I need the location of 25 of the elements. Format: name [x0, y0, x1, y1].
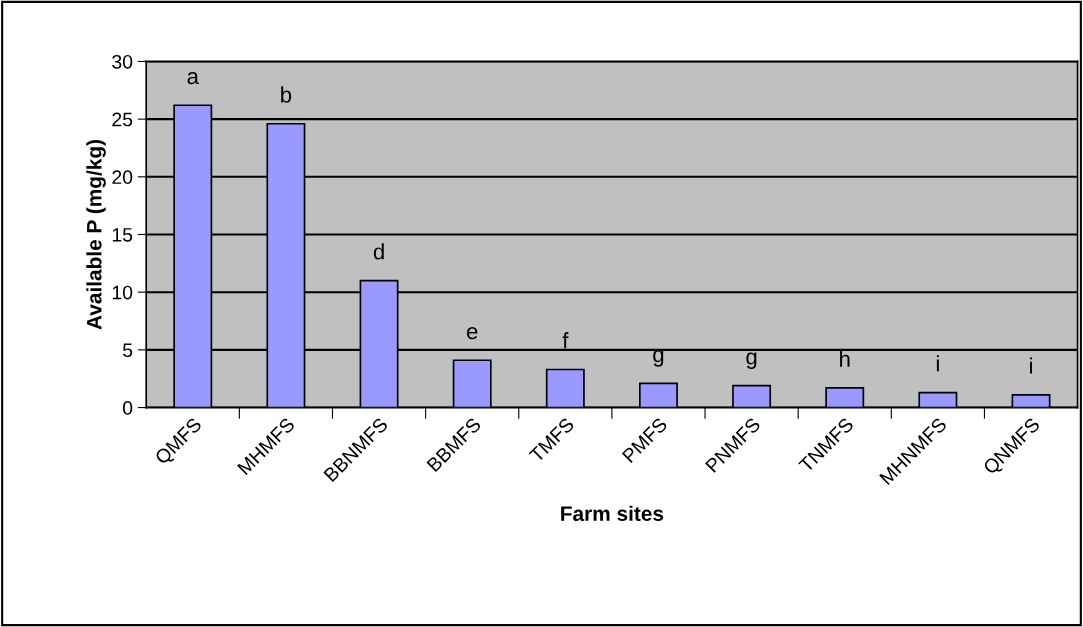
- annotation: i: [1030, 357, 1032, 374]
- annotation: g: [746, 352, 757, 369]
- annotation: d: [373, 243, 384, 260]
- bar: [918, 391, 958, 408]
- y-tick-label: 20: [112, 170, 133, 185]
- y-tick-label: 0: [122, 401, 133, 415]
- y-tick-label: 10: [112, 285, 133, 300]
- annotation: e: [466, 327, 478, 340]
- annotation: a: [187, 72, 199, 85]
- bar: [825, 387, 865, 408]
- bar: [452, 359, 492, 408]
- x-axis-title: Farm sites: [561, 505, 664, 521]
- bar: [1011, 394, 1051, 408]
- y-tick-label: 25: [112, 112, 133, 127]
- y-tick-label: 30: [112, 54, 133, 69]
- y-axis-title: Available P (mg/kg): [86, 140, 106, 330]
- bar: [639, 382, 678, 408]
- annotation: f: [562, 332, 569, 349]
- annotation: i: [936, 355, 939, 372]
- annotation: h: [840, 350, 850, 367]
- y-tick-label: 15: [112, 228, 133, 242]
- y-tick-label: 5: [122, 343, 133, 358]
- bar: [732, 384, 772, 408]
- bar: [545, 368, 585, 408]
- annotation: b: [281, 86, 292, 103]
